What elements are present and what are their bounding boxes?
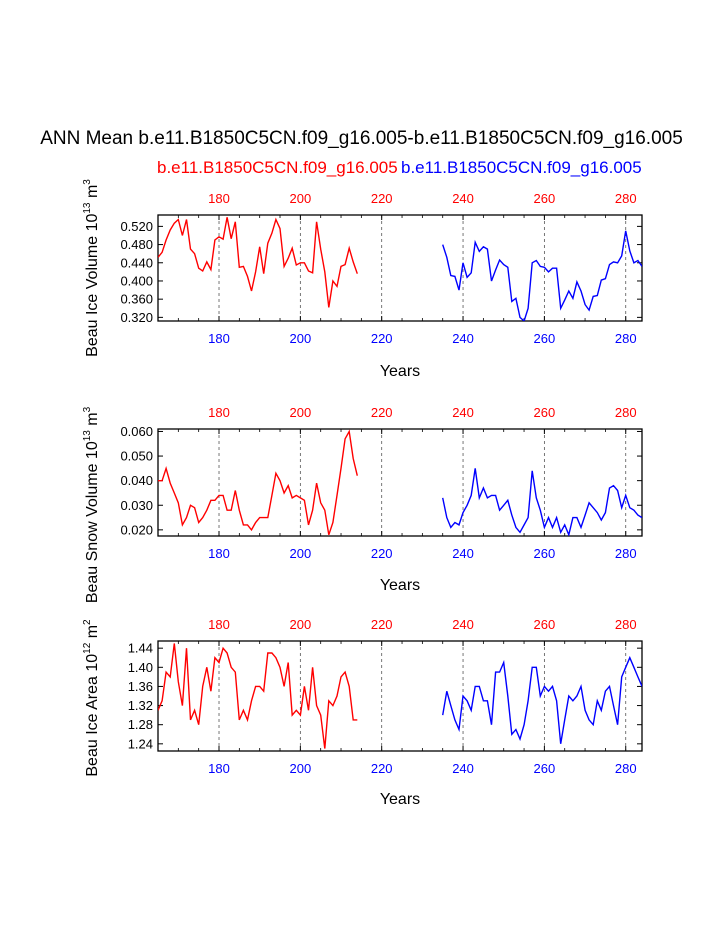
x-tick-label-top: 240 xyxy=(452,617,474,632)
x-tick-label-bottom: 180 xyxy=(208,546,230,561)
chart-panel-1: 180 180 200 200 220 220 240 240 260 260 280 280 0.32… xyxy=(82,179,643,380)
x-tick-label-bottom: 240 xyxy=(452,761,474,776)
x-tick-label-top: 220 xyxy=(371,405,393,420)
legend-case-b: b.e11.B1850C5CN.f09_g16.005 xyxy=(401,158,642,177)
y-tick-label: 0.320 xyxy=(120,310,153,325)
y-tick-label: 0.520 xyxy=(120,219,153,234)
x-tick-label-bottom: 260 xyxy=(534,761,556,776)
y-tick-label: 0.440 xyxy=(120,255,153,270)
x-tick-label-top: 180 xyxy=(208,191,230,206)
y-tick-label: 0.050 xyxy=(120,449,153,464)
figure-title: ANN Mean b.e11.B1850C5CN.f09_g16.005-b.e… xyxy=(40,128,683,149)
x-tick-label-top: 200 xyxy=(290,405,312,420)
series-line-blue xyxy=(442,468,642,536)
y-tick-label: 1.44 xyxy=(128,641,153,656)
x-axis-label: Years xyxy=(380,577,420,594)
x-axis-label: Years xyxy=(380,363,420,380)
x-tick-label-bottom: 220 xyxy=(371,546,393,561)
x-tick-label-top: 280 xyxy=(615,617,637,632)
x-tick-label-top: 180 xyxy=(208,405,230,420)
series-line-blue xyxy=(442,655,642,744)
x-axis-label: Years xyxy=(380,791,420,808)
x-tick-label-bottom: 220 xyxy=(371,761,393,776)
x-tick-label-bottom: 260 xyxy=(534,331,556,346)
y-tick-label: 1.36 xyxy=(128,679,153,694)
x-tick-label-top: 200 xyxy=(290,191,312,206)
x-tick-label-top: 280 xyxy=(615,405,637,420)
x-tick-label-bottom: 280 xyxy=(615,761,637,776)
series-line-red xyxy=(158,643,358,749)
series-line-red xyxy=(158,429,358,536)
plot-frame xyxy=(157,428,643,537)
y-tick-label: 1.28 xyxy=(128,717,153,732)
y-axis-label: Beau Ice Area 1012 m2 xyxy=(82,619,101,777)
plot-frame xyxy=(157,640,643,752)
y-tick-label: 0.400 xyxy=(120,273,153,288)
y-tick-label: 0.360 xyxy=(120,292,153,307)
x-tick-label-bottom: 180 xyxy=(208,761,230,776)
x-tick-label-bottom: 280 xyxy=(615,546,637,561)
legend-case-a: b.e11.B1850C5CN.f09_g16.005 xyxy=(157,158,398,177)
x-tick-label-top: 280 xyxy=(615,191,637,206)
x-tick-label-top: 240 xyxy=(452,405,474,420)
y-tick-label: 0.060 xyxy=(120,424,153,439)
x-tick-label-bottom: 240 xyxy=(452,331,474,346)
y-tick-label: 0.480 xyxy=(120,237,153,252)
y-axis-label: Beau Ice Volume 1013 m3 xyxy=(82,179,101,357)
series-line-red xyxy=(158,217,358,308)
chart-panel-2: 180 180 200 200 220 220 240 240 260 260 280 280 0.02… xyxy=(82,405,643,603)
x-tick-label-top: 260 xyxy=(534,617,556,632)
x-tick-label-top: 180 xyxy=(208,617,230,632)
y-tick-label: 0.020 xyxy=(120,522,153,537)
x-tick-label-bottom: 260 xyxy=(534,546,556,561)
x-tick-label-bottom: 280 xyxy=(615,331,637,346)
y-tick-label: 1.24 xyxy=(128,736,153,751)
x-tick-label-top: 220 xyxy=(371,617,393,632)
series-line-blue xyxy=(442,230,642,321)
y-tick-label: 1.40 xyxy=(128,660,153,675)
x-tick-label-top: 240 xyxy=(452,191,474,206)
plot-frame xyxy=(157,214,643,322)
y-tick-label: 1.32 xyxy=(128,698,153,713)
x-tick-label-bottom: 220 xyxy=(371,331,393,346)
y-axis-label: Beau Snow Volume 1013 m3 xyxy=(82,406,101,603)
x-tick-label-top: 260 xyxy=(534,405,556,420)
chart-panel-3: 180 180 200 200 220 220 240 240 260 260 280 280 1.24… xyxy=(82,617,643,808)
y-tick-label: 0.030 xyxy=(120,498,153,513)
x-tick-label-bottom: 200 xyxy=(290,546,312,561)
x-tick-label-bottom: 200 xyxy=(290,331,312,346)
x-tick-label-top: 260 xyxy=(534,191,556,206)
x-tick-label-top: 200 xyxy=(290,617,312,632)
x-tick-label-top: 220 xyxy=(371,191,393,206)
x-tick-label-bottom: 180 xyxy=(208,331,230,346)
x-tick-label-bottom: 200 xyxy=(290,761,312,776)
y-tick-label: 0.040 xyxy=(120,473,153,488)
x-tick-label-bottom: 240 xyxy=(452,546,474,561)
